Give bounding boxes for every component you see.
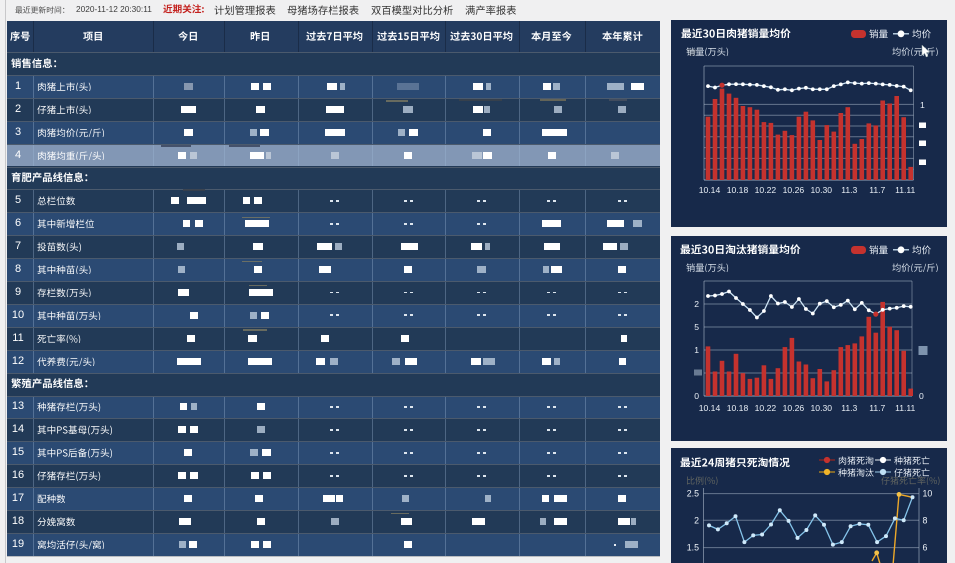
svg-text:1: 1 (920, 100, 925, 110)
svg-text:10.30: 10.30 (811, 185, 833, 195)
svg-text:10.26: 10.26 (783, 185, 805, 195)
svg-text:2: 2 (694, 515, 699, 525)
svg-text:10: 10 (923, 489, 933, 499)
svg-text:11.11: 11.11 (895, 185, 915, 195)
svg-text:11.11: 11.11 (895, 403, 915, 413)
svg-text:10.22: 10.22 (755, 403, 777, 413)
svg-text:11.7: 11.7 (869, 185, 885, 195)
svg-text:2: 2 (694, 299, 699, 309)
svg-text:0: 0 (919, 391, 924, 401)
svg-text:11.3: 11.3 (841, 403, 857, 413)
svg-text:0: 0 (694, 391, 699, 401)
svg-text:10.22: 10.22 (755, 185, 777, 195)
svg-text:10.14: 10.14 (699, 185, 721, 195)
svg-text:11.3: 11.3 (841, 185, 857, 195)
svg-text:6: 6 (923, 543, 928, 553)
svg-text:11.7: 11.7 (869, 403, 885, 413)
svg-text:10.18: 10.18 (727, 185, 749, 195)
svg-text:10.14: 10.14 (699, 403, 721, 413)
svg-text:5: 5 (694, 322, 699, 332)
svg-text:1: 1 (694, 345, 699, 355)
svg-text:10.18: 10.18 (727, 403, 749, 413)
svg-text:8: 8 (923, 515, 928, 525)
svg-text:10.26: 10.26 (783, 403, 805, 413)
svg-text:1.5: 1.5 (687, 543, 699, 553)
svg-text:2.5: 2.5 (687, 489, 699, 499)
svg-text:10.30: 10.30 (811, 403, 833, 413)
